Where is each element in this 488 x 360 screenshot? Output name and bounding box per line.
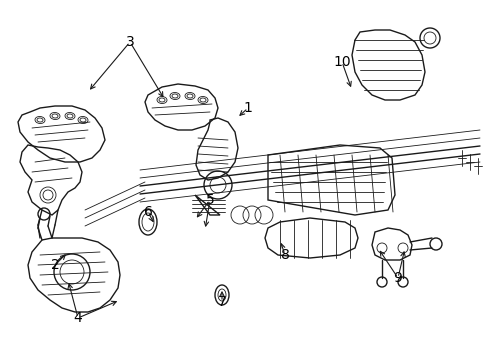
Text: 7: 7 [217,295,226,309]
Text: 9: 9 [393,271,402,285]
Text: 8: 8 [280,248,289,262]
Text: 2: 2 [51,258,59,272]
Text: 10: 10 [332,55,350,69]
Text: 3: 3 [125,35,134,49]
Text: 5: 5 [205,193,214,207]
Text: 4: 4 [74,311,82,325]
Text: 6: 6 [143,205,152,219]
Text: 1: 1 [243,101,252,115]
